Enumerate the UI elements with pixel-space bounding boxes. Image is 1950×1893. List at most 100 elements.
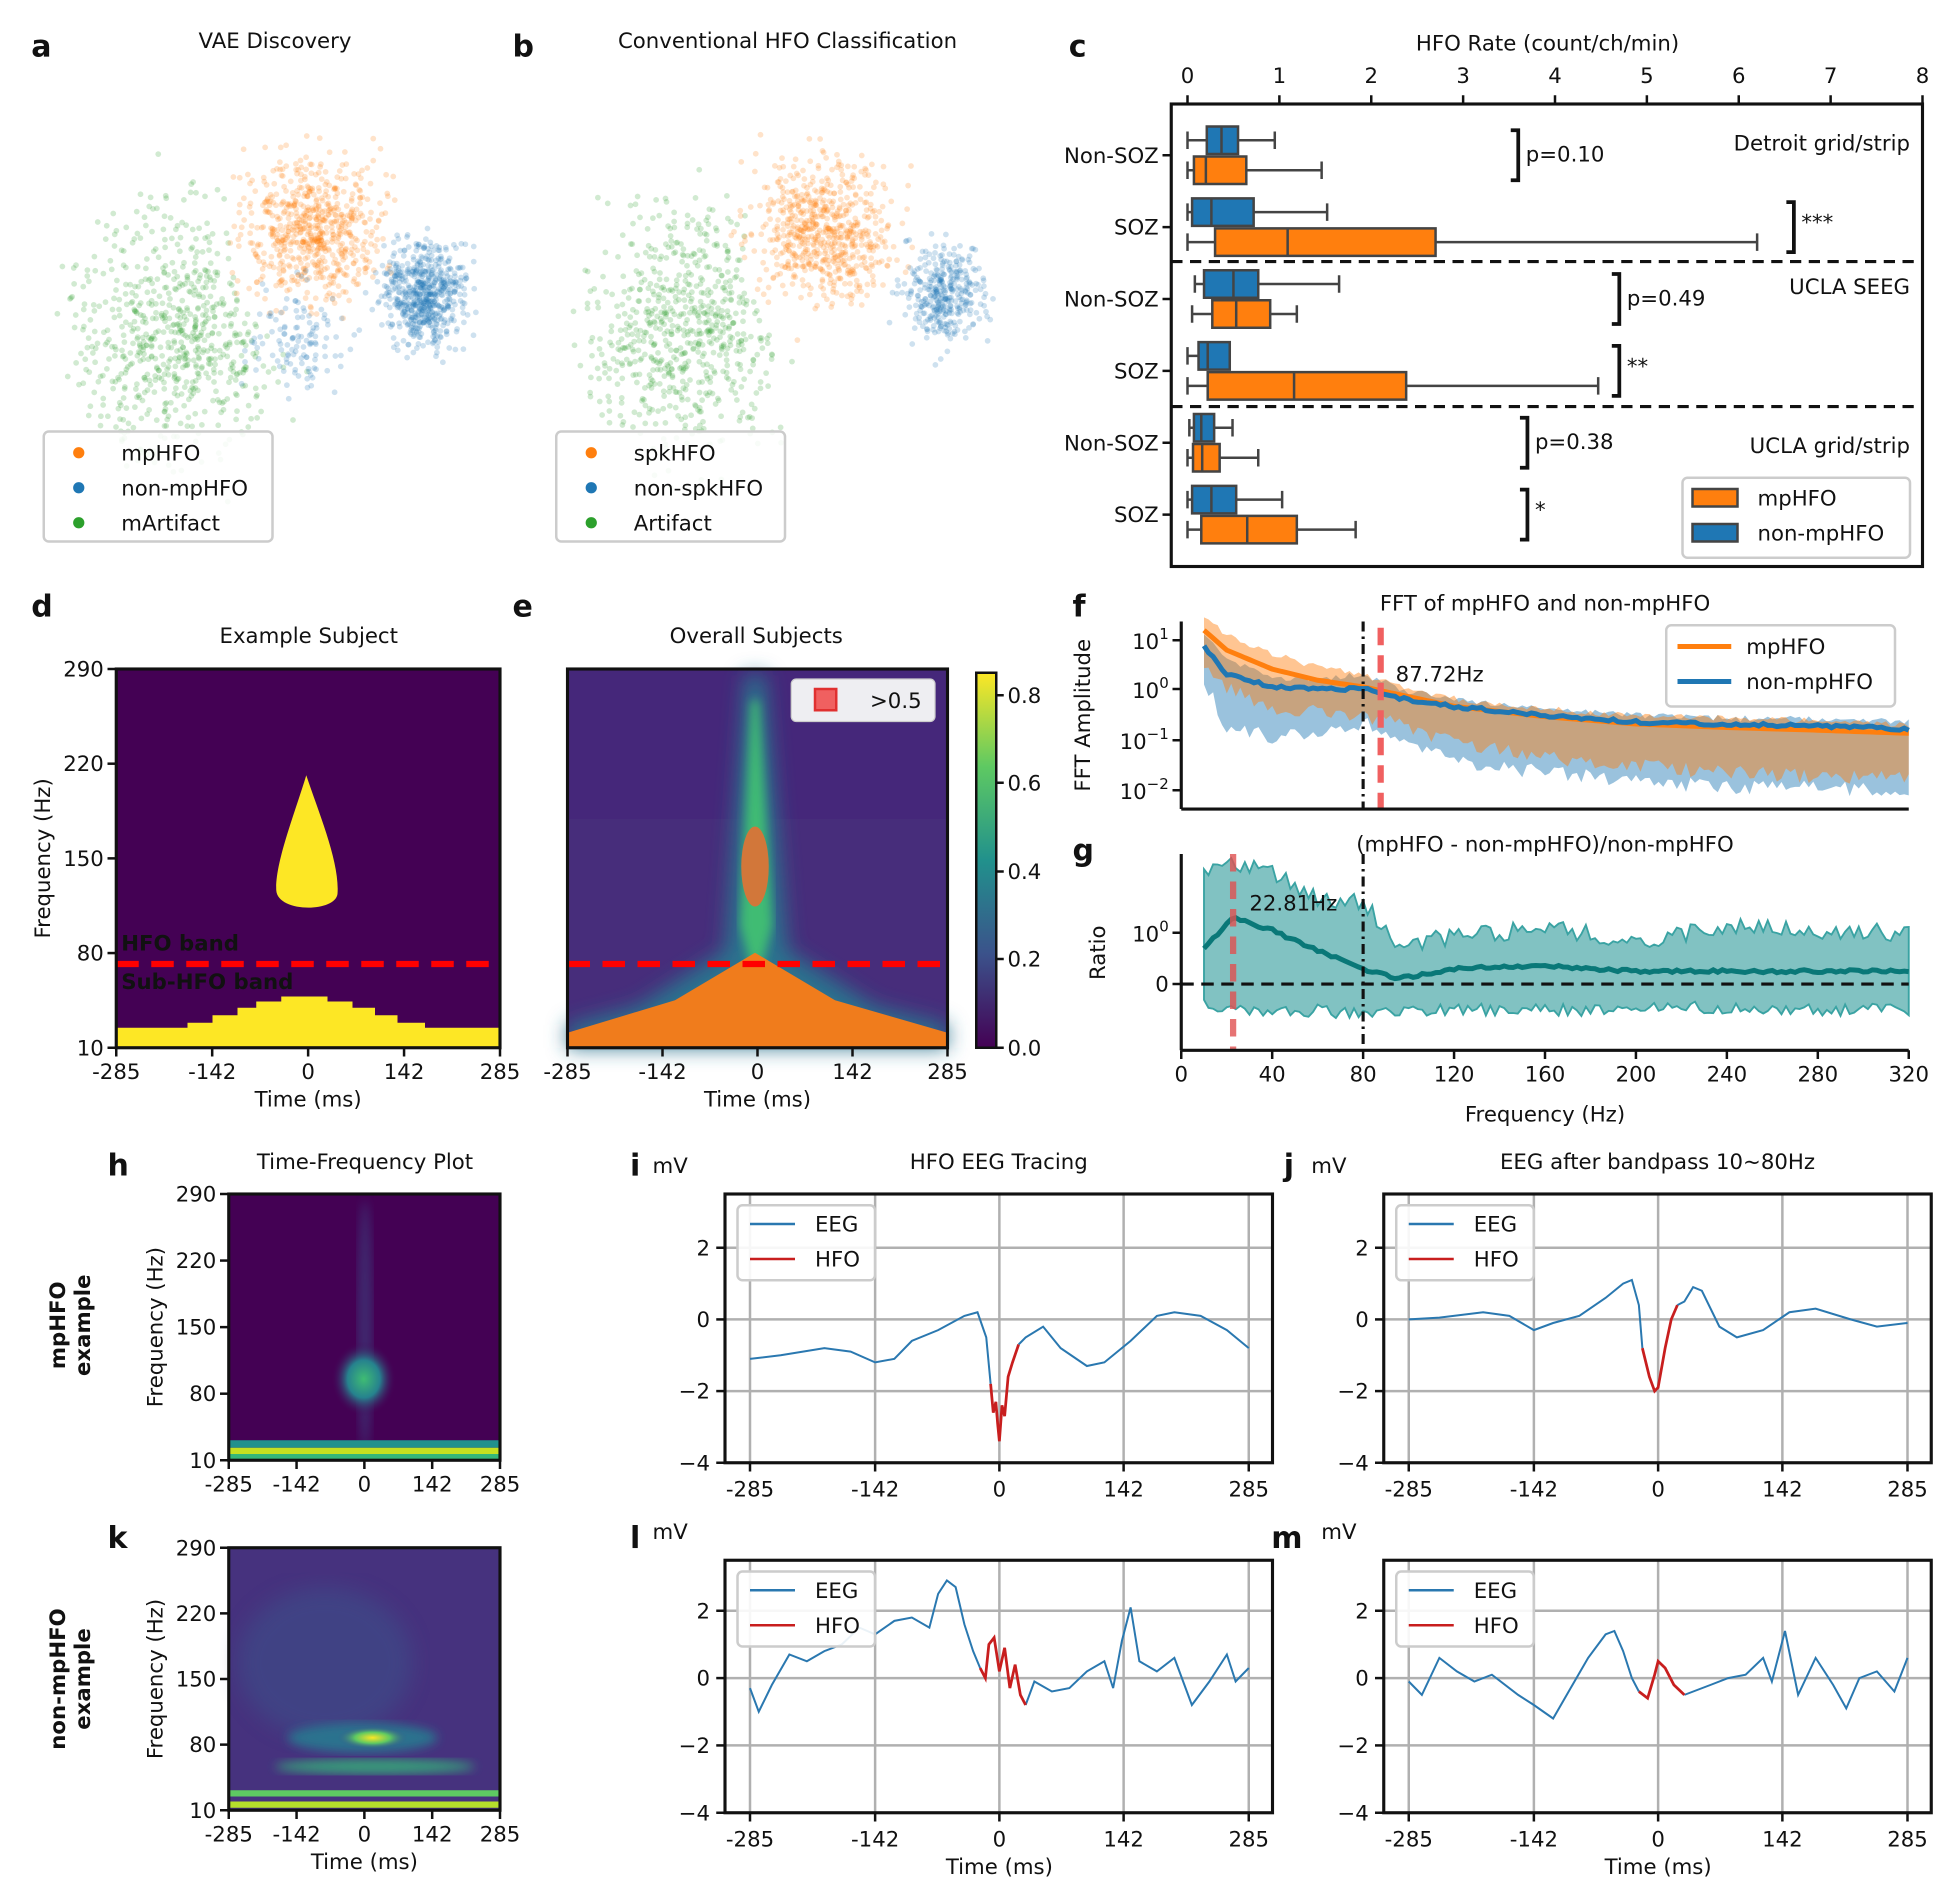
- scatter-point: [787, 201, 793, 208]
- scatter-point: [936, 305, 942, 312]
- scatter-point: [283, 205, 290, 211]
- scatter-point: [270, 242, 277, 249]
- scatter-point: [431, 247, 437, 254]
- scatter-point: [421, 243, 428, 249]
- scatter-point: [418, 311, 424, 317]
- scatter-point: [92, 359, 98, 366]
- scatter-point: [111, 243, 118, 249]
- scatter-point: [279, 173, 286, 179]
- scatter-point: [268, 260, 275, 267]
- scatter-point: [233, 416, 239, 423]
- scatter-point: [752, 150, 759, 157]
- x-tick-label: 285: [480, 1060, 521, 1085]
- scatter-point: [127, 361, 134, 368]
- tick-exponent: −2: [1147, 775, 1169, 793]
- scatter-point: [161, 284, 168, 291]
- scatter-point: [242, 367, 249, 373]
- scatter-point: [336, 248, 342, 254]
- scatter-point: [193, 364, 199, 370]
- scatter-point: [252, 250, 259, 257]
- scatter-point: [171, 268, 178, 275]
- scatter-point: [323, 296, 329, 303]
- scatter-point: [192, 324, 199, 330]
- scatter-point: [911, 325, 918, 331]
- scatter-point: [322, 169, 329, 175]
- scatter-point: [662, 420, 669, 426]
- scatter-point: [853, 263, 860, 269]
- y-axis-title: Frequency (Hz): [31, 778, 56, 938]
- scatter-point: [298, 164, 305, 171]
- scatter-point: [330, 207, 337, 214]
- scatter-point: [242, 359, 248, 365]
- scatter-point: [320, 245, 327, 252]
- legend-marker: [73, 447, 85, 459]
- scatter-point: [161, 423, 168, 429]
- scatter-point: [655, 408, 661, 415]
- scatter-point: [617, 412, 624, 419]
- scatter-point: [396, 304, 402, 310]
- scatter-point: [459, 264, 466, 271]
- tick-exponent: −1: [1147, 725, 1169, 743]
- scatter-point: [367, 180, 374, 187]
- scatter-point: [794, 224, 801, 231]
- scatter-point: [233, 332, 240, 339]
- scatter-point: [291, 202, 298, 209]
- scatter-point: [977, 286, 984, 293]
- y-tick-label: 80: [189, 1382, 216, 1407]
- scatter-point: [301, 238, 308, 245]
- scatter-point: [326, 182, 333, 189]
- scatter-point: [826, 234, 833, 241]
- scatter-point: [319, 209, 326, 215]
- scatter-point: [220, 302, 226, 308]
- scatter-point: [685, 292, 692, 299]
- scatter-point: [375, 300, 382, 306]
- scatter-point: [422, 280, 429, 287]
- scatter-point: [695, 343, 701, 350]
- scatter-point: [421, 304, 427, 311]
- scatter-point: [252, 321, 259, 328]
- scatter-point: [400, 286, 406, 292]
- significance-bracket: [1611, 344, 1622, 398]
- scatter-point: [135, 392, 142, 399]
- scatter-point: [938, 256, 944, 263]
- scatter-point: [80, 323, 87, 330]
- x-tick-label: 0: [1174, 1063, 1188, 1088]
- scatter-point: [411, 325, 417, 332]
- scatter-point: [111, 314, 118, 321]
- scatter-point: [757, 335, 763, 341]
- scatter-point: [830, 289, 836, 295]
- scatter-point: [318, 306, 325, 313]
- significance-label: *: [1535, 498, 1546, 523]
- scatter-point: [278, 282, 285, 288]
- scatter-point: [399, 301, 406, 308]
- scatter-point: [204, 220, 210, 227]
- scatter-point: [167, 215, 174, 221]
- scatter-point: [414, 294, 421, 300]
- scatter-point: [205, 374, 212, 381]
- x-tick-label: 285: [480, 1823, 521, 1848]
- scatter-point: [370, 274, 376, 280]
- scatter-point: [293, 307, 300, 314]
- scatter-point: [276, 253, 283, 259]
- scatter-point: [315, 213, 321, 219]
- scatter-point: [792, 156, 799, 163]
- scatter-point: [393, 264, 399, 271]
- scatter-point: [596, 398, 603, 405]
- scatter-point: [299, 276, 305, 282]
- scatter-point: [156, 293, 163, 300]
- scatter-point: [180, 331, 186, 337]
- scatter-point: [299, 314, 306, 320]
- scatter-point: [386, 269, 393, 275]
- scatter-point: [648, 333, 654, 340]
- box: [1197, 340, 1232, 371]
- scatter-point: [397, 273, 404, 279]
- scatter-point: [130, 325, 137, 332]
- scatter-point: [305, 229, 312, 235]
- scatter-point: [440, 279, 447, 286]
- scatter-point: [293, 239, 299, 246]
- scatter-point: [577, 362, 584, 369]
- scatter-point: [159, 300, 166, 307]
- scatter-point: [231, 311, 238, 318]
